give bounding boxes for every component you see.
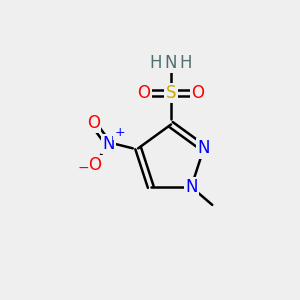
Text: +: + — [114, 126, 125, 139]
Text: N: N — [185, 178, 197, 196]
Text: H: H — [180, 54, 192, 72]
Text: N: N — [198, 139, 210, 157]
Text: S: S — [166, 84, 176, 102]
Text: H: H — [150, 54, 162, 72]
Text: O: O — [88, 156, 101, 174]
Text: N: N — [102, 135, 114, 153]
Text: O: O — [137, 84, 151, 102]
Text: O: O — [87, 114, 100, 132]
Text: N: N — [165, 54, 177, 72]
Text: −: − — [77, 161, 89, 175]
Text: O: O — [191, 84, 205, 102]
